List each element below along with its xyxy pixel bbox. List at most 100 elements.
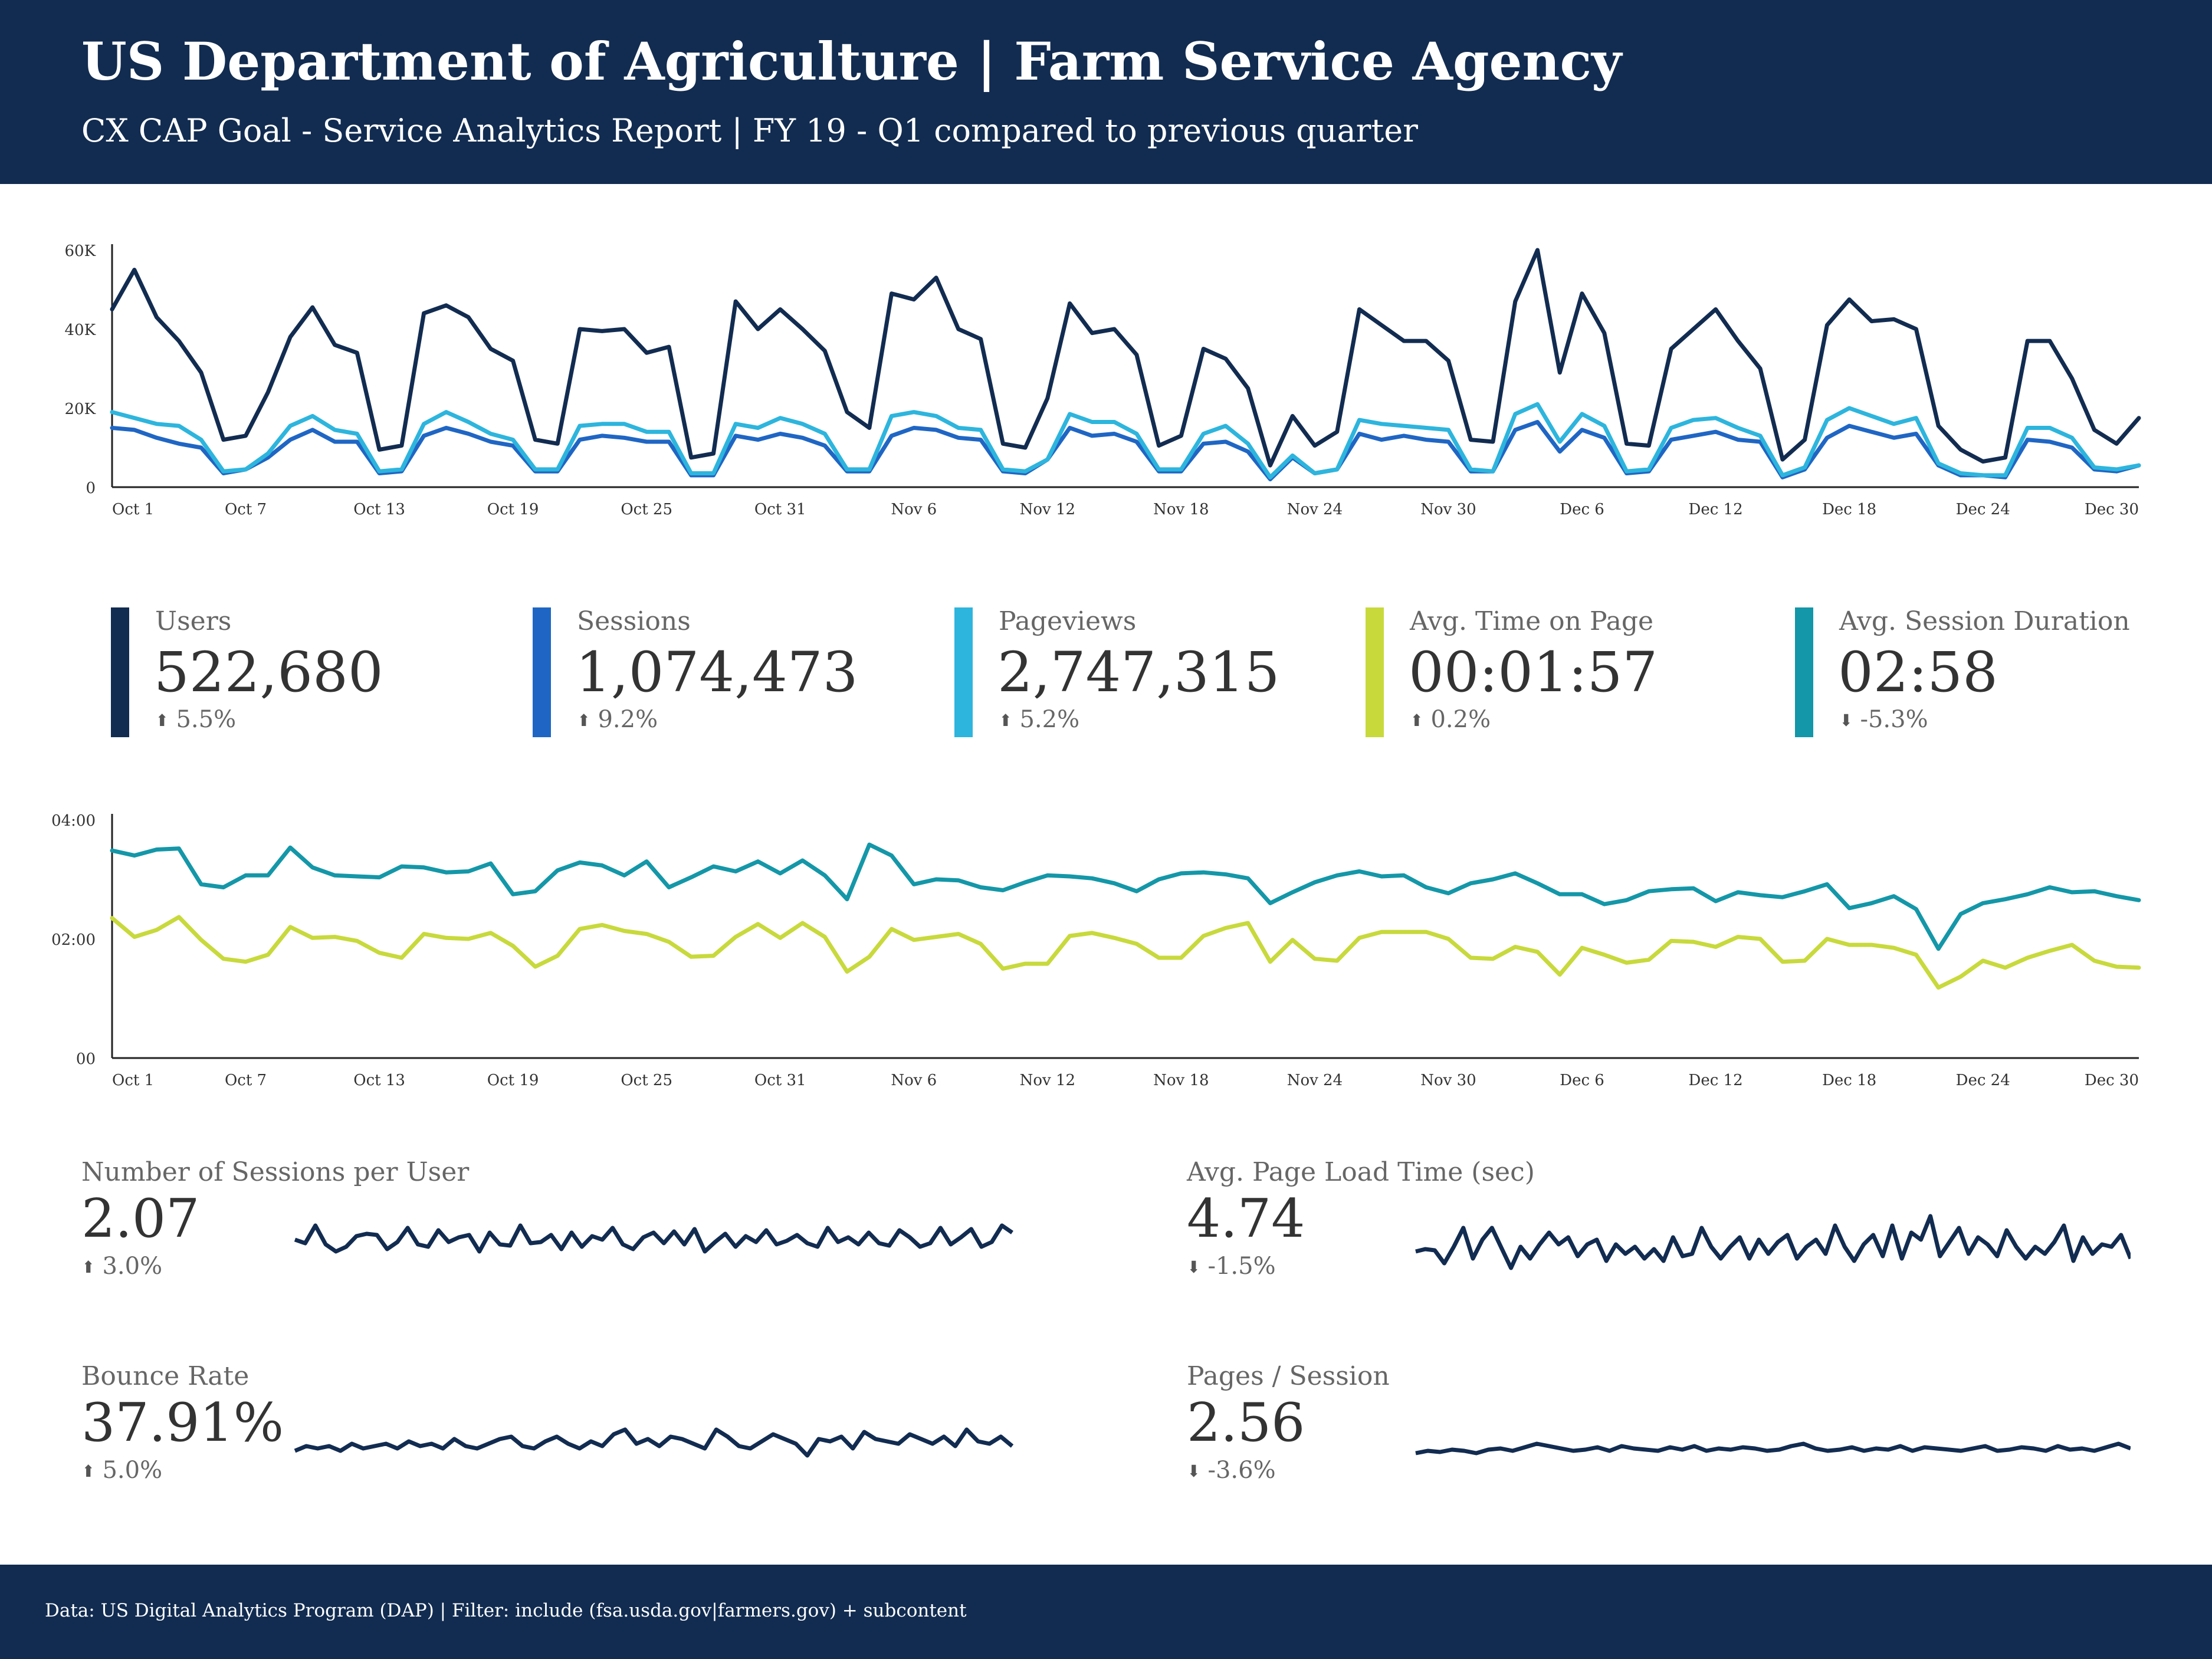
- traffic-x-tick-label: Dec 6: [1560, 501, 1604, 518]
- duration-x-tick-label: Nov 18: [1153, 1072, 1209, 1089]
- kpi-value: 1,074,473: [576, 640, 858, 705]
- arrow-up-icon: ⬆: [155, 711, 169, 730]
- data-source-note: Data: US Digital Analytics Program (DAP)…: [45, 1600, 967, 1621]
- traffic-x-tick-label: Nov 30: [1420, 501, 1476, 518]
- sparkline: [294, 1223, 1013, 1254]
- kpi-label: Users: [155, 606, 232, 636]
- traffic-x-tick-label: Dec 18: [1822, 501, 1876, 518]
- duration-y-tick-label: 04:00: [51, 812, 96, 830]
- metric-bounce-rate: Bounce Rate 37.91% ⬆ 5.0%: [81, 1361, 1143, 1538]
- sparkline-line: [1415, 1441, 2131, 1456]
- metric-number-of-sessions-per-user: Number of Sessions per User 2.07 ⬆ 3.0%: [81, 1157, 1143, 1334]
- kpi-color-bar: [111, 607, 129, 737]
- kpi-color-bar: [1366, 607, 1384, 737]
- metric-delta: ⬆ 3.0%: [81, 1253, 162, 1280]
- duration-y-tick-label: 02:00: [51, 931, 96, 949]
- kpi-avg-time-on-page: Avg. Time on Page 00:01:57 ⬆ 0.2%: [1366, 603, 1749, 738]
- sparkline: [1415, 1214, 2131, 1270]
- kpi-color-bar: [1795, 607, 1813, 737]
- metric-delta: ⬇ -1.5%: [1187, 1253, 1276, 1280]
- kpi-color-bar: [954, 607, 973, 737]
- duration-x-tick-label: Oct 7: [225, 1072, 267, 1089]
- traffic-x-tick-label: Oct 7: [225, 501, 267, 518]
- kpi-delta: ⬆ 5.5%: [155, 706, 236, 733]
- arrow-up-icon: ⬆: [999, 711, 1013, 730]
- traffic-y-tick-label: 0: [86, 479, 96, 497]
- traffic-y-tick-label: 20K: [64, 400, 96, 418]
- traffic-x-tick-label: Nov 24: [1287, 501, 1343, 518]
- traffic-x-tick-label: Dec 30: [2085, 501, 2139, 518]
- metric-delta-value: -1.5%: [1207, 1253, 1276, 1280]
- duration-plot: 00 02:00 04:00 Oct 1 Oct 7 Oct 13 Oct 19 Oct 25…: [51, 812, 2141, 1089]
- duration-series-line-1: [110, 915, 2141, 990]
- arrow-up-icon: ⬆: [577, 711, 591, 730]
- metric-value: 4.74: [1187, 1188, 1305, 1250]
- duration-x-tick-label: Dec 30: [2085, 1072, 2139, 1089]
- duration-x-tick-label: Nov 6: [891, 1072, 937, 1089]
- kpi-label: Avg. Time on Page: [1410, 606, 1654, 636]
- kpi-users: Users 522,680 ⬆ 5.5%: [111, 603, 494, 738]
- arrow-up-icon: ⬆: [81, 1257, 96, 1277]
- kpi-delta: ⬆ 5.2%: [999, 706, 1079, 733]
- sparkline: [1415, 1441, 2131, 1456]
- duration-x-tick-label: Dec 18: [1822, 1072, 1876, 1089]
- kpi-sessions: Sessions 1,074,473 ⬆ 9.2%: [533, 603, 916, 738]
- kpi-avg-session-duration: Avg. Session Duration 02:58 ⬇ -5.3%: [1795, 603, 2178, 738]
- duration-x-tick-label: Oct 19: [487, 1072, 539, 1089]
- traffic-x-tick-label: Dec 12: [1689, 501, 1743, 518]
- metric-value: 2.07: [81, 1188, 200, 1250]
- metric-delta: ⬆ 5.0%: [81, 1457, 162, 1484]
- sparkline: [294, 1427, 1014, 1458]
- arrow-up-icon: ⬆: [1410, 711, 1424, 730]
- kpi-label: Sessions: [577, 606, 691, 636]
- metric-value: 2.56: [1187, 1392, 1305, 1454]
- traffic-x-tick-label: Nov 6: [891, 501, 937, 518]
- sparkline-line: [294, 1223, 1013, 1254]
- duration-x-tick-label: Oct 13: [353, 1072, 405, 1089]
- kpi-color-bar: [533, 607, 551, 737]
- kpi-value: 2,747,315: [997, 640, 1280, 705]
- traffic-x-tick-label: Oct 25: [621, 501, 672, 518]
- duration-x-tick-label: Nov 24: [1287, 1072, 1343, 1089]
- report-footer: Data: US Digital Analytics Program (DAP)…: [0, 1565, 2212, 1659]
- traffic-x-tick-label: Oct 31: [754, 501, 806, 518]
- kpi-delta-value: -5.3%: [1860, 706, 1928, 733]
- kpi-delta-value: 0.2%: [1430, 706, 1491, 733]
- metric-avg-page-load-time-sec: Avg. Page Load Time (sec) 4.74 ⬇ -1.5%: [1187, 1157, 2212, 1334]
- metric-label: Pages / Session: [1187, 1361, 1390, 1391]
- traffic-series-line-2: [110, 402, 2141, 479]
- traffic-x-tick-label: Oct 19: [487, 501, 539, 518]
- sparkline-line: [1415, 1214, 2131, 1270]
- kpi-delta: ⬇ -5.3%: [1839, 706, 1928, 733]
- traffic-x-tick-label: Oct 1: [112, 501, 154, 518]
- page-title: US Department of Agriculture | Farm Serv…: [81, 31, 1622, 92]
- kpi-pageviews: Pageviews 2,747,315 ⬆ 5.2%: [954, 603, 1338, 738]
- arrow-down-icon: ⬇: [1839, 711, 1853, 730]
- kpi-delta: ⬆ 0.2%: [1410, 706, 1491, 733]
- metric-delta: ⬇ -3.6%: [1187, 1457, 1276, 1484]
- duration-line-chart: 00 02:00 04:00 Oct 1 Oct 7 Oct 13 Oct 19 Oct 25…: [51, 812, 2141, 1089]
- metric-value: 37.91%: [81, 1392, 284, 1454]
- kpi-value: 00:01:57: [1409, 640, 1658, 705]
- traffic-plot: 0 20K 40K 60K Oct 1 Oct 7 Oct 13 Oct 19 Oct 25 Oc…: [64, 242, 2141, 518]
- kpi-label: Avg. Session Duration: [1839, 606, 2130, 636]
- duration-x-tick-label: Dec 24: [1956, 1072, 2010, 1089]
- duration-x-tick-label: Dec 12: [1689, 1072, 1743, 1089]
- kpi-delta-value: 5.2%: [1019, 706, 1080, 733]
- kpi-delta-value: 5.5%: [176, 706, 237, 733]
- kpi-label: Pageviews: [999, 606, 1137, 636]
- kpi-value: 02:58: [1838, 640, 1998, 705]
- traffic-line-chart: 0 20K 40K 60K Oct 1 Oct 7 Oct 13 Oct 19 Oct 25 Oc…: [64, 242, 2141, 518]
- duration-x-tick-label: Oct 1: [112, 1072, 154, 1089]
- duration-x-tick-label: Nov 30: [1420, 1072, 1476, 1089]
- metric-label: Bounce Rate: [81, 1361, 250, 1391]
- metric-delta-value: 5.0%: [102, 1457, 163, 1484]
- arrow-down-icon: ⬇: [1187, 1461, 1201, 1481]
- metric-label: Number of Sessions per User: [81, 1157, 470, 1187]
- duration-x-tick-label: Oct 31: [754, 1072, 806, 1089]
- kpi-value: 522,680: [154, 640, 383, 705]
- traffic-x-tick-label: Dec 24: [1956, 501, 2010, 518]
- duration-series-line-0: [110, 842, 2141, 951]
- metric-delta-value: -3.6%: [1207, 1457, 1276, 1484]
- kpi-delta-value: 9.2%: [598, 706, 658, 733]
